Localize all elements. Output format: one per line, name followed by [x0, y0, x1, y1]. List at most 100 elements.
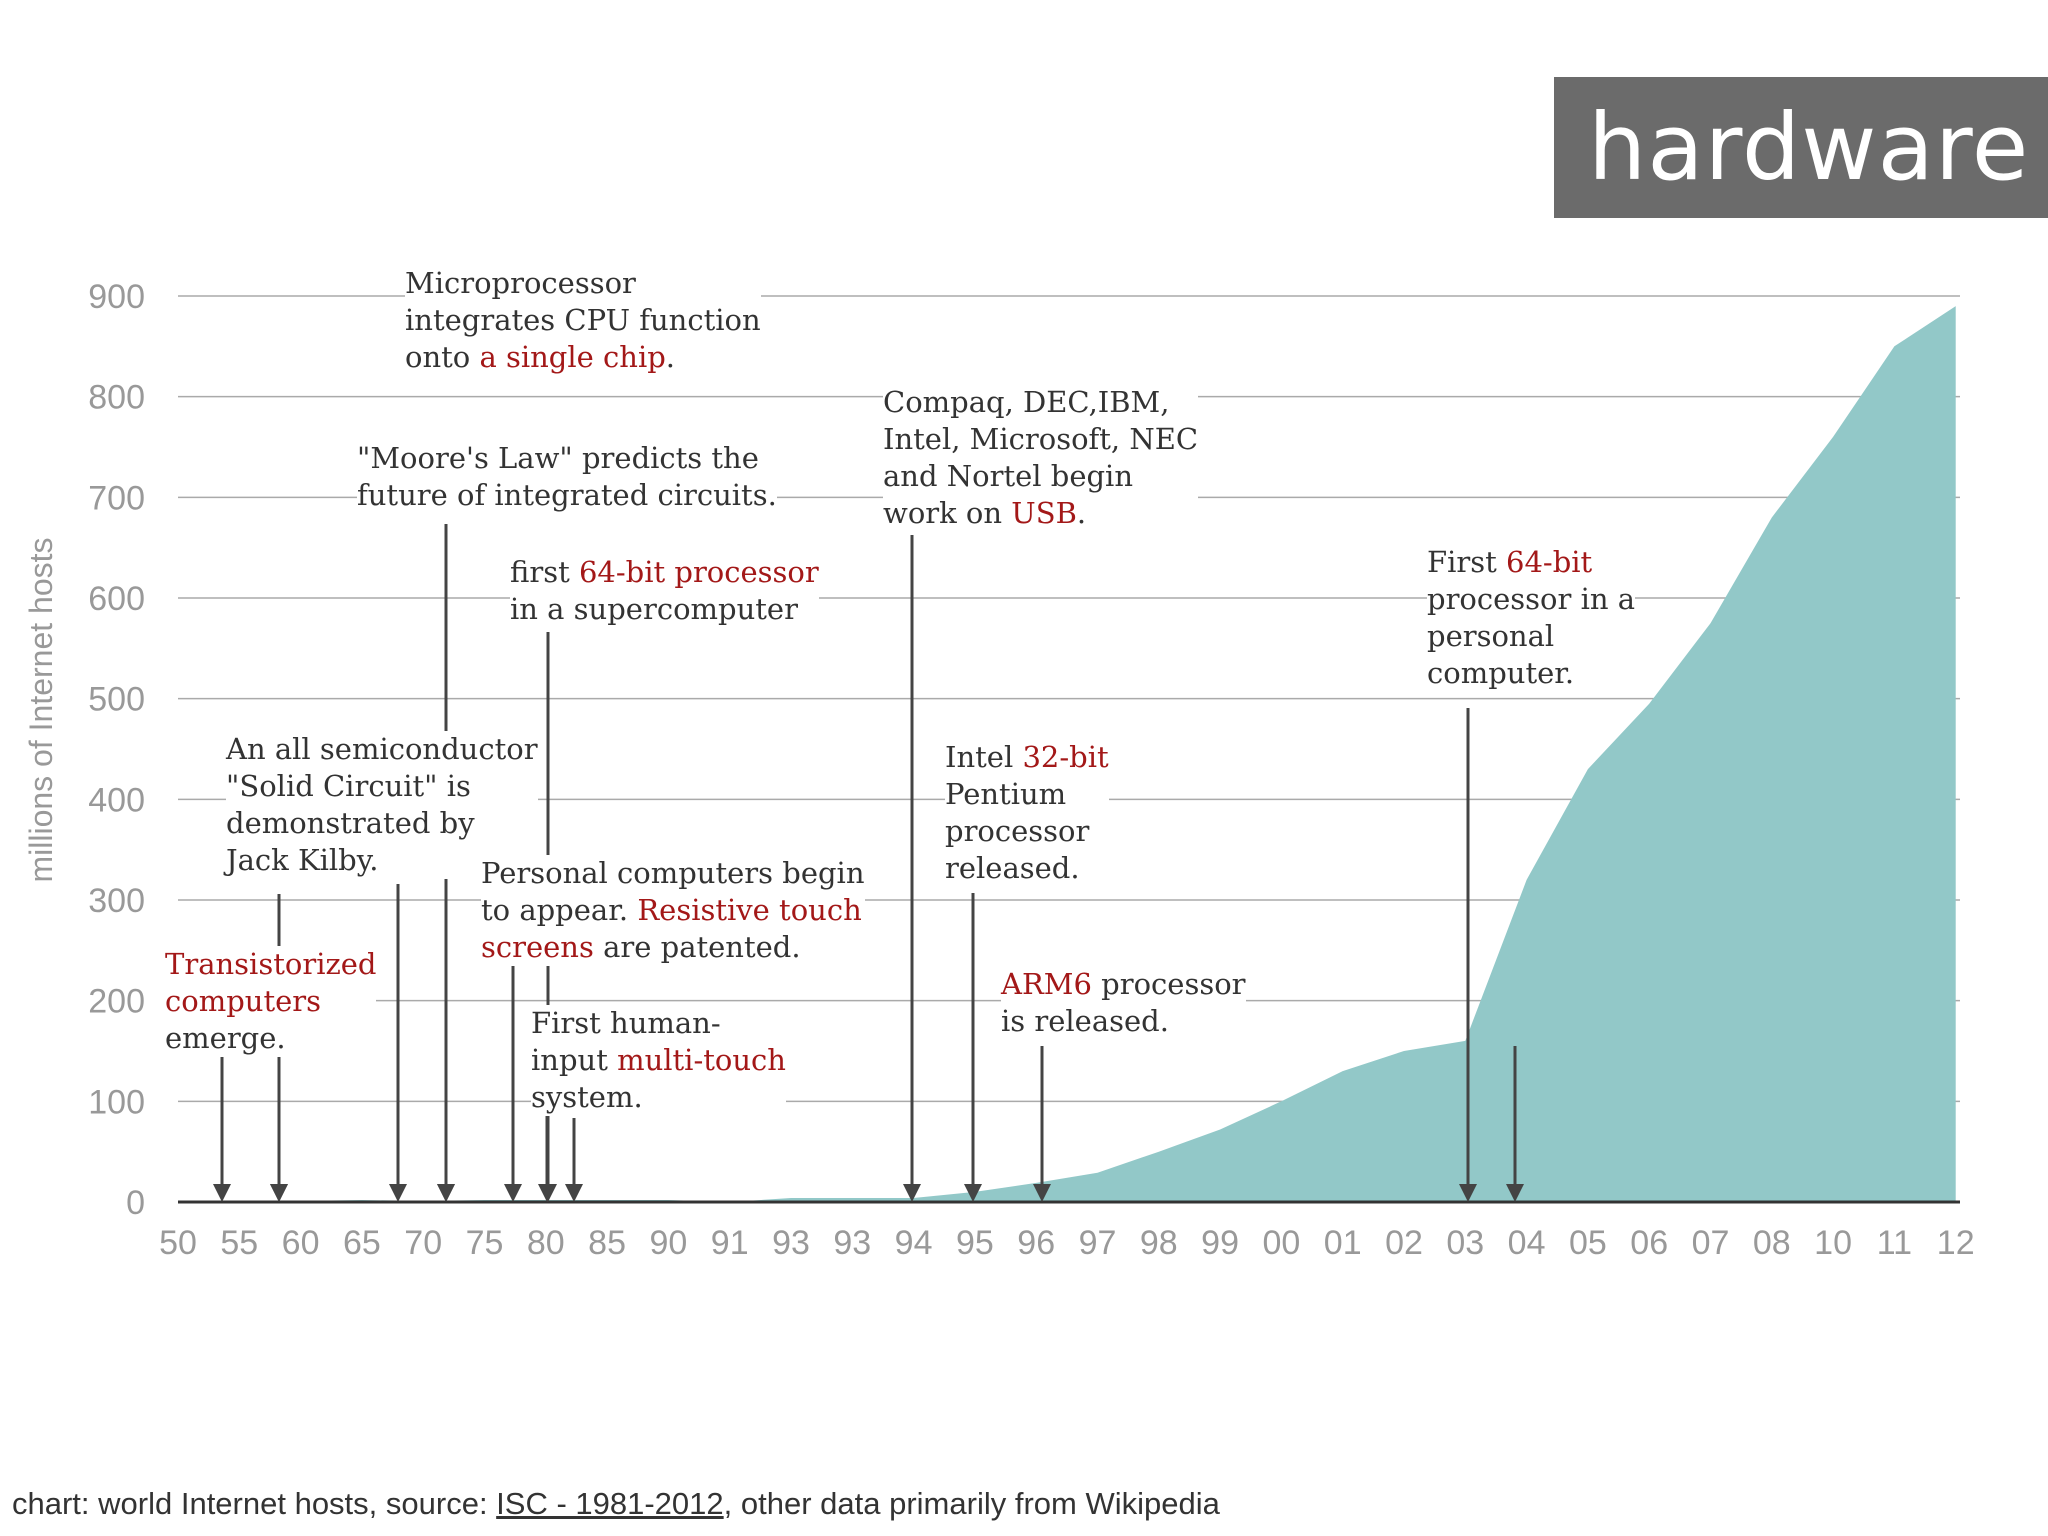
annotation-highlight: 32-bit	[1022, 740, 1109, 774]
arrow-head	[903, 1184, 921, 1202]
x-tick-label: 75	[466, 1224, 504, 1262]
arrow-head	[964, 1184, 982, 1202]
annotation-highlight: Resistive touch	[637, 893, 862, 927]
annotation-highlight: a single chip	[479, 340, 666, 374]
y-tick-label: 800	[88, 379, 145, 417]
annotation-text: to appear.	[481, 893, 638, 927]
arrow-head	[270, 1184, 288, 1202]
x-tick-label: 94	[895, 1224, 933, 1262]
annotation-line: demonstrated by	[226, 805, 538, 842]
annotation-text: Intel, Microsoft, NEC	[883, 422, 1199, 456]
annotation-arm6: ARM6 processor is released.	[1001, 966, 1246, 1040]
arrow-head	[389, 1184, 407, 1202]
annotation-highlight: 64-bit processor	[578, 555, 819, 589]
annotation-line: future of integrated circuits.	[357, 477, 777, 514]
caption-prefix: chart: world Internet hosts, source:	[12, 1486, 497, 1521]
x-tick-label: 04	[1508, 1224, 1546, 1262]
annotation-text: .	[1076, 496, 1087, 530]
annotation-line: Compaq, DEC,IBM,	[883, 384, 1198, 421]
annotation-line: Transistorized	[165, 946, 376, 983]
annotation-line: Intel 32-bit	[945, 739, 1109, 776]
annotation-text: Jack Kilby.	[226, 843, 379, 877]
x-tick-label: 90	[649, 1224, 687, 1262]
area-series-path	[178, 306, 1956, 1203]
x-tick-label: 10	[1814, 1224, 1852, 1262]
annotation-line: Pentium	[945, 776, 1109, 813]
y-tick-label: 100	[88, 1083, 145, 1121]
annotation-text: .	[665, 340, 676, 374]
annotation-text: are patented.	[593, 930, 801, 964]
annotation-line: Intel, Microsoft, NEC	[883, 421, 1198, 458]
annotation-super64: first 64-bit processor in a supercomputer	[510, 554, 819, 628]
arrow-head	[213, 1184, 231, 1202]
annotation-line: onto a single chip.	[405, 339, 761, 376]
x-tick-label: 55	[220, 1224, 258, 1262]
annotation-text: onto	[405, 340, 480, 374]
x-tick-label: 97	[1079, 1224, 1117, 1262]
annotation-text: processor	[945, 814, 1090, 848]
y-tick-label: 400	[88, 781, 145, 819]
annotation-text: released.	[945, 851, 1080, 885]
annotation-line: input multi-touch	[531, 1042, 786, 1079]
annotation-multitouch: First human-input multi-touch system.	[531, 1005, 786, 1116]
annotation-line: emerge.	[165, 1020, 376, 1057]
annotation-kilby: An all semiconductor "Solid Circuit" is de…	[226, 731, 538, 879]
annotation-line: First human-	[531, 1005, 786, 1042]
y-axis-label: millions of Internet hosts	[23, 537, 59, 882]
annotation-pentium: Intel 32-bit Pentium processor released.	[945, 739, 1109, 887]
x-tick-label: 00	[1262, 1224, 1300, 1262]
y-tick-label: 0	[126, 1184, 145, 1222]
annotation-line: first 64-bit processor	[510, 554, 819, 591]
y-tick-label: 900	[88, 278, 145, 316]
y-tick-label: 200	[88, 983, 145, 1021]
annotation-line: ARM6 processor	[1001, 966, 1246, 1003]
annotation-text: Compaq, DEC,IBM,	[883, 385, 1170, 419]
arrow-head	[1459, 1184, 1477, 1202]
annotation-text: and Nortel begin	[883, 459, 1133, 493]
annotation-line: released.	[945, 850, 1109, 887]
arrow-head	[1506, 1184, 1524, 1202]
annotation-text: First	[1427, 545, 1507, 579]
annotation-text: Microprocessor	[405, 266, 636, 300]
x-tick-label: 07	[1692, 1224, 1730, 1262]
x-tick-label: 01	[1324, 1224, 1362, 1262]
x-tick-label: 12	[1937, 1224, 1975, 1262]
x-tick-label: 05	[1569, 1224, 1607, 1262]
annotation-highlight: screens	[481, 930, 594, 964]
x-tick-label: 99	[1201, 1224, 1239, 1262]
annotation-text: in a supercomputer	[510, 592, 798, 626]
arrow-head	[538, 1184, 556, 1202]
x-tick-label: 91	[711, 1224, 749, 1262]
annotation-line: computers	[165, 983, 376, 1020]
annotation-text: first	[510, 555, 579, 589]
arrow-head	[565, 1184, 583, 1202]
annotation-highlight: ARM6	[1001, 967, 1092, 1001]
x-tick-label: 11	[1877, 1224, 1912, 1262]
chart-caption: chart: world Internet hosts, source: ISC…	[12, 1486, 1220, 1522]
annotation-pc64: First 64-bit processor in a personal comput…	[1427, 544, 1636, 692]
annotation-text: processor	[1091, 967, 1246, 1001]
annotation-text: personal	[1427, 619, 1555, 653]
x-tick-label: 03	[1446, 1224, 1484, 1262]
annotation-line: is released.	[1001, 1003, 1246, 1040]
annotation-line: work on USB.	[883, 495, 1198, 532]
annotation-line: to appear. Resistive touch	[481, 892, 865, 929]
annotation-usb: Compaq, DEC,IBM, Intel, Microsoft, NEC and…	[883, 384, 1199, 532]
annotation-text: processor in a	[1427, 582, 1636, 616]
arrow-head	[437, 1184, 455, 1202]
annotation-text: "Moore's Law" predicts the	[357, 441, 759, 475]
annotation-line: processor in a	[1427, 581, 1635, 618]
x-tick-label: 65	[343, 1224, 381, 1262]
annotation-line: First 64-bit	[1427, 544, 1635, 581]
x-tick-label: 80	[527, 1224, 565, 1262]
annotation-pc: Personal computers begin to appear. Resis…	[481, 855, 865, 966]
annotation-line: computer.	[1427, 655, 1635, 692]
annotation-text: input	[531, 1043, 618, 1077]
annotation-highlight: 64-bit	[1506, 545, 1593, 579]
y-tick-label: 300	[88, 882, 145, 920]
annotation-text: An all semiconductor	[226, 732, 538, 766]
x-tick-label: 96	[1017, 1224, 1055, 1262]
annotation-text: integrates CPU function	[405, 303, 761, 337]
caption-source-link[interactable]: ISC - 1981-2012	[496, 1486, 724, 1521]
area-series	[178, 306, 1956, 1203]
